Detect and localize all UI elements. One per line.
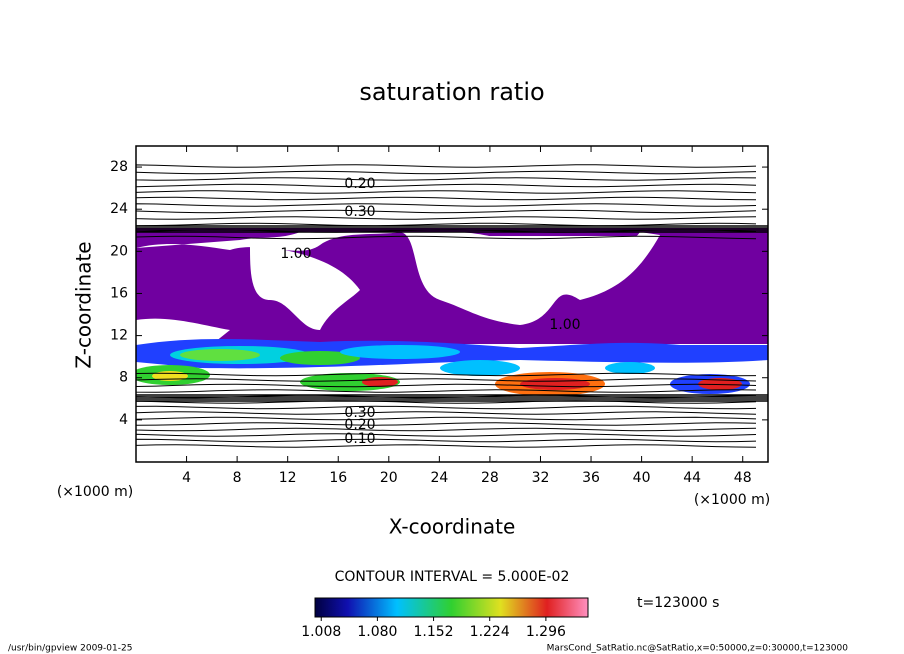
x-tick-label: 12 (279, 470, 297, 486)
contour-lines (136, 164, 768, 448)
x-tick-label: 8 (233, 470, 242, 486)
contour-label: 0.30 (344, 405, 375, 421)
y-tick-label: 28 (110, 159, 128, 175)
colorbar (314, 597, 589, 618)
x-tick-label: 44 (683, 470, 701, 486)
contour-label: 0.30 (344, 204, 375, 220)
contour-line (136, 433, 757, 437)
contour-line (136, 427, 757, 432)
contour-line (136, 164, 757, 168)
footer-left: /usr/bin/gpview 2009-01-25 (8, 644, 132, 654)
field (136, 164, 768, 448)
plot-frame (135, 145, 769, 463)
x-axis-label: X-coordinate (389, 515, 516, 539)
contour-label: 0.20 (344, 417, 375, 433)
y-axis-label: Z-coordinate (72, 241, 96, 368)
x-tick-label: 16 (329, 470, 347, 486)
colorbar-tick-label: 1.224 (470, 624, 510, 640)
contour-line (136, 203, 757, 207)
colorbar-tick-label: 1.296 (526, 624, 566, 640)
contour-line (136, 405, 757, 410)
colorbar-tick-label: 1.080 (357, 624, 397, 640)
y-tick-label: 4 (119, 412, 128, 428)
x-tick-label: 24 (430, 470, 448, 486)
y-tick-label: 24 (110, 201, 128, 217)
time-label: t=123000 s (637, 595, 719, 611)
contour-label: 0.20 (344, 176, 375, 192)
contour-line (136, 183, 757, 188)
contour-line (136, 411, 757, 415)
chart-title: saturation ratio (359, 78, 544, 106)
contour-line (136, 216, 757, 220)
contour-line (136, 383, 757, 388)
contour-label: 0.10 (344, 431, 375, 447)
x-tick-label: 4 (182, 470, 191, 486)
x-unit: (×1000 m) (694, 492, 770, 508)
contour-line (136, 422, 757, 426)
x-tick-label: 40 (633, 470, 651, 486)
y-tick-label: 20 (110, 243, 128, 259)
y-unit: (×1000 m) (57, 484, 133, 500)
x-tick-label: 48 (734, 470, 752, 486)
contour-line (136, 222, 757, 227)
contour-line (136, 378, 757, 382)
contour-line (136, 400, 757, 404)
contour-line (136, 190, 757, 194)
x-tick-label: 32 (532, 470, 550, 486)
x-tick-label: 28 (481, 470, 499, 486)
contour-interval: CONTOUR INTERVAL = 5.000E-02 (335, 569, 570, 585)
y-tick-label: 12 (110, 328, 128, 344)
x-tick-label: 20 (380, 470, 398, 486)
x-tick-label: 36 (582, 470, 600, 486)
contour-line (136, 444, 757, 448)
contour-line (136, 416, 757, 421)
contour-line (136, 235, 757, 240)
contour-line (136, 438, 757, 443)
contour-line (136, 389, 757, 393)
y-tick-label: 16 (110, 285, 128, 301)
colorbar-tick-label: 1.152 (414, 624, 454, 640)
contour-line (136, 177, 757, 181)
contour-line (136, 196, 757, 201)
colorbar-tick-label: 1.008 (301, 624, 341, 640)
contour-line (136, 170, 757, 175)
contour-label: 1.00 (549, 317, 580, 333)
contour-line (136, 372, 757, 377)
footer-right: MarsCond_SatRatio.nc@SatRatio,x=0:50000,… (547, 644, 849, 654)
y-tick-label: 8 (119, 370, 128, 386)
contour-label: 1.00 (280, 246, 311, 262)
contour-line (136, 209, 757, 214)
